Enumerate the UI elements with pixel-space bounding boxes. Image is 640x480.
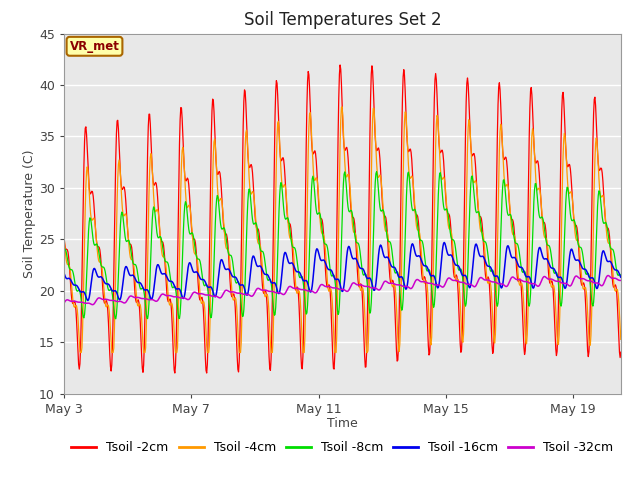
Tsoil -4cm: [60, 233, 68, 239]
Tsoil -8cm: [617, 273, 625, 279]
Tsoil -2cm: [436, 150, 444, 156]
Tsoil -32cm: [436, 282, 444, 288]
Tsoil -8cm: [339, 197, 347, 203]
Tsoil -32cm: [202, 292, 210, 298]
Tsoil -16cm: [299, 277, 307, 283]
Tsoil -2cm: [171, 370, 179, 376]
Line: Tsoil -8cm: Tsoil -8cm: [64, 172, 621, 319]
Tsoil -4cm: [338, 104, 346, 109]
Tsoil -16cm: [436, 277, 444, 283]
Tsoil -32cm: [374, 287, 381, 292]
Line: Tsoil -4cm: Tsoil -4cm: [64, 107, 621, 352]
Title: Soil Temperatures Set 2: Soil Temperatures Set 2: [244, 11, 441, 29]
Legend: Tsoil -2cm, Tsoil -4cm, Tsoil -8cm, Tsoil -16cm, Tsoil -32cm: Tsoil -2cm, Tsoil -4cm, Tsoil -8cm, Tsoi…: [67, 436, 618, 459]
Text: VR_met: VR_met: [70, 40, 120, 53]
Tsoil -4cm: [436, 164, 444, 170]
Tsoil -32cm: [299, 287, 307, 292]
Tsoil -4cm: [202, 328, 210, 334]
Tsoil -8cm: [371, 180, 379, 185]
Tsoil -4cm: [299, 349, 307, 355]
Tsoil -16cm: [84, 298, 92, 303]
Tsoil -2cm: [340, 134, 348, 140]
Tsoil -4cm: [617, 336, 625, 342]
Y-axis label: Soil Temperature (C): Soil Temperature (C): [23, 149, 36, 278]
Tsoil -2cm: [202, 368, 210, 373]
Tsoil -8cm: [60, 246, 68, 252]
Tsoil -8cm: [375, 189, 383, 195]
Tsoil -4cm: [372, 146, 380, 152]
Tsoil -16cm: [440, 240, 448, 245]
Tsoil -16cm: [617, 275, 625, 280]
Tsoil -16cm: [60, 270, 68, 276]
Tsoil -16cm: [374, 259, 381, 265]
Tsoil -32cm: [371, 285, 379, 291]
Tsoil -2cm: [372, 144, 380, 150]
Line: Tsoil -16cm: Tsoil -16cm: [64, 242, 621, 300]
X-axis label: Time: Time: [327, 417, 358, 430]
Tsoil -4cm: [375, 175, 383, 180]
Tsoil -4cm: [77, 349, 84, 355]
Tsoil -8cm: [372, 169, 380, 175]
Tsoil -2cm: [336, 62, 344, 68]
Tsoil -32cm: [339, 287, 347, 292]
Tsoil -2cm: [60, 234, 68, 240]
Tsoil -16cm: [202, 281, 210, 287]
Tsoil -32cm: [617, 277, 625, 283]
Tsoil -32cm: [89, 302, 97, 308]
Tsoil -8cm: [202, 282, 210, 288]
Line: Tsoil -32cm: Tsoil -32cm: [64, 276, 621, 305]
Tsoil -8cm: [436, 170, 444, 176]
Tsoil -16cm: [371, 285, 379, 291]
Tsoil -2cm: [617, 349, 625, 355]
Tsoil -8cm: [112, 316, 120, 322]
Tsoil -4cm: [340, 128, 348, 133]
Line: Tsoil -2cm: Tsoil -2cm: [64, 65, 621, 373]
Tsoil -32cm: [60, 300, 68, 306]
Tsoil -32cm: [604, 273, 612, 278]
Tsoil -16cm: [339, 288, 347, 294]
Tsoil -2cm: [299, 354, 307, 360]
Tsoil -2cm: [375, 145, 383, 151]
Tsoil -8cm: [299, 277, 307, 283]
